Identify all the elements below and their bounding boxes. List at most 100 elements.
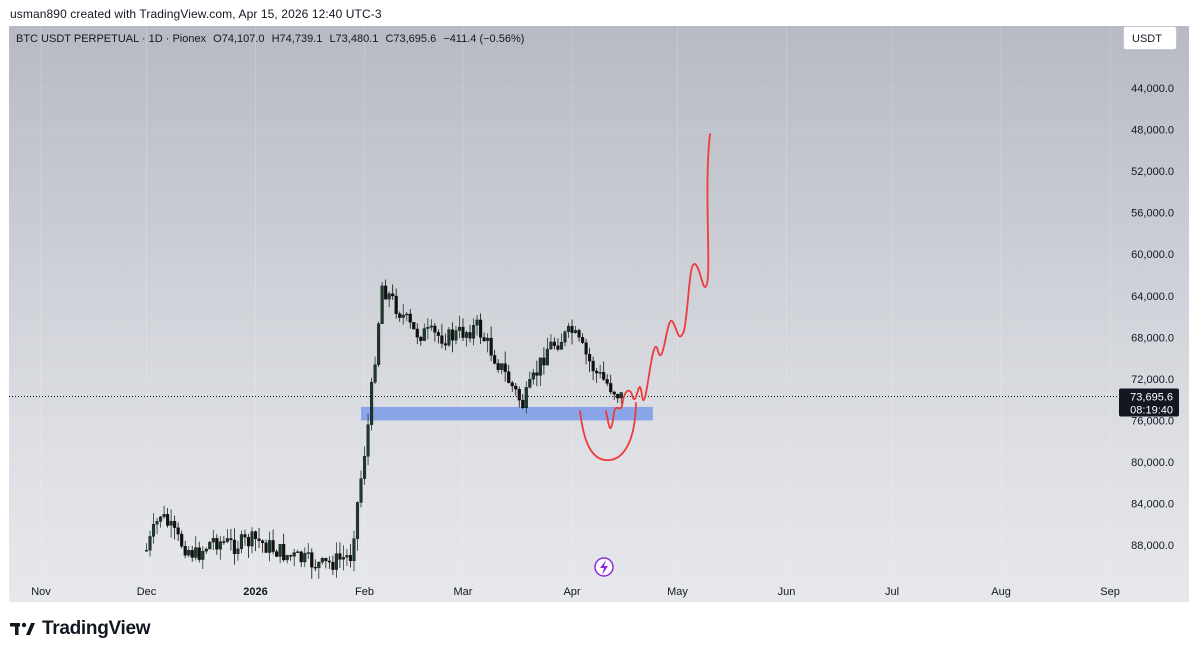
candle-body <box>598 372 602 374</box>
candle-body <box>595 370 599 374</box>
candle-body <box>327 560 331 563</box>
candle-body <box>299 551 303 563</box>
candle-body <box>619 392 623 399</box>
candle-body <box>310 552 314 568</box>
candle-body <box>468 332 472 339</box>
symbol-legend: BTC USDT PERPETUAL · 1D · Pionex O74,107… <box>16 33 528 45</box>
chart-pane[interactable]: 44,000.0 48,000.0 52,000.0 56,000.0 60,000.0… <box>9 26 1189 602</box>
candle-body <box>510 382 514 387</box>
ohlc-close: C73,695.6 <box>385 33 437 45</box>
candle-body <box>549 341 553 350</box>
x-axis-tick-label: Sep <box>1100 586 1120 598</box>
candle-body <box>243 534 247 538</box>
candle-body <box>278 544 282 557</box>
candle-body <box>370 382 374 425</box>
candle-body <box>313 567 317 569</box>
candle-body <box>479 319 483 338</box>
candle-body <box>602 372 606 380</box>
candle-body <box>197 547 201 560</box>
candle-body <box>422 328 426 341</box>
candle-body <box>538 357 542 376</box>
candle-body <box>296 551 300 553</box>
candle-body <box>391 293 395 297</box>
currency-button[interactable]: USDT <box>1123 26 1177 50</box>
candle-body <box>159 516 163 522</box>
candle-body <box>173 520 177 528</box>
candle-body <box>535 372 539 376</box>
candle-body <box>373 364 377 383</box>
candle-body <box>260 540 265 543</box>
candle-body <box>166 514 170 526</box>
candle-body <box>320 557 324 563</box>
candle-body <box>408 313 412 323</box>
x-axis-tick-label: Apr <box>563 586 580 598</box>
x-axis-tick-label: Jun <box>778 586 796 598</box>
candle-body <box>503 363 507 372</box>
y-axis-tick-label: 84,000.0 <box>1131 499 1174 511</box>
candle-body <box>426 327 430 329</box>
candle-body <box>377 323 381 365</box>
support-zone-rectangle <box>361 406 653 421</box>
candle-body <box>264 542 268 553</box>
ohlc-high: H74,739.1 <box>271 33 323 45</box>
candle-body <box>454 330 458 341</box>
candle-body <box>493 355 497 364</box>
candle-body <box>144 549 149 552</box>
candle-body <box>605 379 609 384</box>
candle-body <box>352 538 356 562</box>
candle-body <box>324 557 328 562</box>
candle-body <box>401 314 405 318</box>
candle-body <box>268 540 272 553</box>
chart-canvas[interactable]: 44,000.0 48,000.0 52,000.0 56,000.0 60,000.0… <box>9 26 1189 602</box>
candle-body <box>419 337 423 341</box>
candle-body <box>581 337 585 343</box>
candle-body <box>355 502 360 539</box>
x-axis-tick-label: Nov <box>31 586 51 598</box>
lightning-event-icon[interactable] <box>594 557 614 577</box>
candle-body <box>148 536 152 551</box>
candle-body <box>521 399 525 409</box>
candle-body <box>415 328 419 338</box>
candle-body <box>573 330 578 333</box>
y-axis-tick-label: 80,000.0 <box>1131 457 1174 469</box>
last-price-badge[interactable]: 73,695.608:19:40 <box>1119 388 1179 417</box>
candle-body <box>556 345 560 350</box>
candle-body <box>366 424 370 457</box>
candle-body <box>591 360 595 372</box>
candle-body <box>341 557 345 560</box>
candle-body <box>190 549 194 558</box>
candle-body <box>303 553 307 563</box>
tradingview-logo-icon <box>10 622 35 635</box>
candle-body <box>443 343 447 346</box>
candle-body <box>208 541 212 550</box>
x-axis-tick-label: May <box>667 586 688 598</box>
candle-body <box>475 319 479 326</box>
candle-body <box>176 527 180 535</box>
candle-body <box>246 537 251 547</box>
candle-body <box>155 521 159 525</box>
candle-body <box>204 548 208 552</box>
candle-body <box>250 531 254 547</box>
candle-body <box>570 325 574 333</box>
candle-body <box>201 551 205 560</box>
symbol-name[interactable]: BTC USDT PERPETUAL · 1D · Pionex <box>16 33 207 45</box>
y-axis-tick-label: 88,000.0 <box>1131 540 1174 552</box>
x-axis-tick-label: Dec <box>137 586 157 598</box>
candle-body <box>229 538 233 541</box>
event-icon-bolt <box>600 560 608 575</box>
candle-body <box>338 553 342 560</box>
candle-body <box>471 325 476 339</box>
candle-body <box>348 555 353 562</box>
candle-body <box>531 372 535 380</box>
candle-body <box>225 538 229 542</box>
y-axis-tick-label: 60,000.0 <box>1131 249 1174 261</box>
candle-body <box>398 313 402 318</box>
candle-body <box>380 285 384 324</box>
candle-body <box>306 552 310 554</box>
x-axis-tick-label: Aug <box>991 586 1011 598</box>
candle-body <box>542 357 546 366</box>
ohlc-open: O74,107.0 <box>213 33 265 45</box>
x-axis-tick-label: Jul <box>885 586 899 598</box>
y-axis-tick-label: 64,000.0 <box>1131 291 1174 303</box>
candle-body <box>482 337 486 342</box>
